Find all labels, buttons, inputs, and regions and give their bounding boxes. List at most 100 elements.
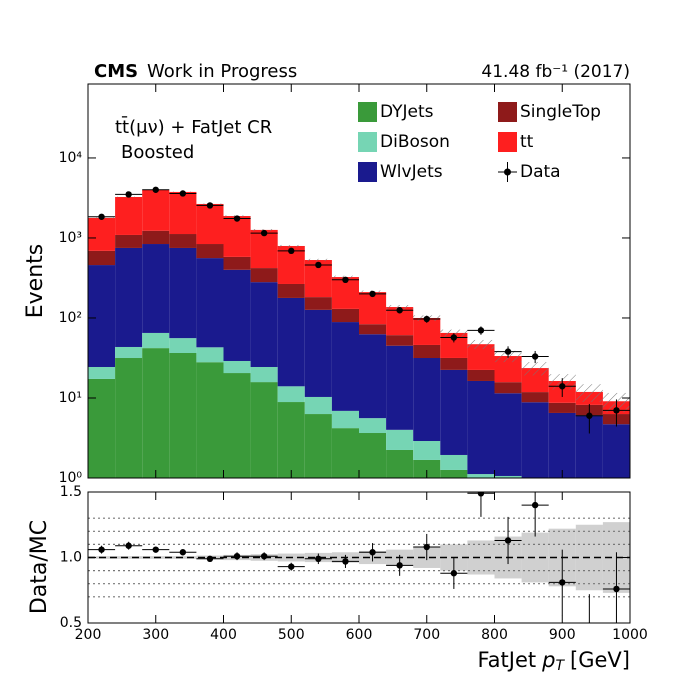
- stack-bar: [142, 348, 170, 478]
- stack-bar: [196, 362, 224, 478]
- x-label-part: [GeV]: [570, 648, 630, 672]
- stack-bar: [331, 322, 359, 411]
- data-marker: [613, 407, 620, 414]
- stack-bar: [250, 268, 278, 283]
- stack-bar: [359, 334, 387, 419]
- stack-bar: [467, 474, 495, 478]
- stack-bar: [440, 357, 468, 370]
- ratio-marker: [342, 558, 349, 565]
- ratio-marker: [531, 501, 539, 509]
- ratio-point: [169, 549, 197, 556]
- ratio-point: [548, 549, 576, 616]
- ratio-point: [494, 516, 522, 565]
- data-point: [142, 186, 170, 193]
- x-tick-label: 700: [413, 627, 440, 643]
- status: Work in Progress: [147, 61, 297, 82]
- stack-bar: [88, 366, 116, 379]
- annotation: Boosted: [121, 142, 194, 163]
- ratio-point: [304, 553, 332, 565]
- mc-uncertainty-hatch: [575, 384, 603, 402]
- data-point: [223, 215, 251, 222]
- data-marker: [206, 202, 214, 209]
- stack-bar: [467, 369, 495, 381]
- stack-bar: [386, 449, 414, 478]
- stack-bar: [440, 454, 468, 470]
- stack-bar: [331, 428, 359, 478]
- data-point: [359, 290, 387, 298]
- stack-bar: [494, 475, 522, 478]
- ratio-point: [602, 552, 630, 623]
- stack-bar: [142, 244, 170, 333]
- ratio-marker: [423, 543, 430, 551]
- ratio-point: [521, 492, 549, 537]
- stack-bar: [413, 344, 441, 359]
- ratio-plot: [88, 492, 630, 623]
- stack-bar: [277, 386, 305, 403]
- stack-bar: [115, 197, 143, 235]
- data-marker: [233, 215, 241, 222]
- stack-bar: [386, 345, 414, 430]
- data-marker: [315, 261, 322, 269]
- x-tick-label: 1000: [612, 627, 648, 643]
- stack-bar: [115, 346, 143, 359]
- stack-bar: [494, 382, 522, 394]
- data-marker: [477, 327, 485, 334]
- ratio-marker: [504, 537, 512, 544]
- stack-bar: [169, 191, 197, 235]
- y-tick-label: 10²: [59, 310, 82, 326]
- stack-bar: [548, 402, 576, 413]
- data-marker: [531, 353, 539, 360]
- stack-bar: [304, 396, 332, 415]
- legend-label: Data: [520, 162, 561, 182]
- stack-bar: [115, 247, 143, 347]
- stack-bar: [331, 410, 359, 429]
- stack-bar: [413, 459, 441, 478]
- ratio-y-tick-label: 0.5: [60, 615, 82, 631]
- legend-swatch: [498, 132, 517, 152]
- stack-bar: [169, 234, 197, 248]
- legend-label: WlvJets: [380, 162, 443, 182]
- ratio-point: [88, 545, 116, 554]
- data-marker: [450, 334, 458, 341]
- data-point: [277, 247, 305, 255]
- ratio-point: [142, 546, 170, 553]
- x-tick-label: 900: [549, 627, 576, 643]
- stack-bar: [331, 308, 359, 323]
- ratio-point: [223, 552, 251, 561]
- data-point: [413, 315, 441, 323]
- ratio-marker: [369, 549, 376, 556]
- stack-bar: [196, 258, 224, 348]
- legend-swatch: [358, 132, 377, 152]
- stack-bar: [494, 393, 522, 476]
- data-point: [494, 346, 522, 358]
- data-marker: [396, 307, 403, 314]
- stack-bar: [169, 247, 197, 339]
- y-tick-label: 10³: [59, 230, 82, 246]
- stack-bar: [223, 360, 251, 374]
- data-marker: [179, 190, 187, 197]
- stack-bar: [196, 203, 224, 245]
- stack-bar: [250, 366, 278, 383]
- stack-bar: [495, 482, 522, 483]
- ratio-marker: [260, 552, 268, 560]
- stack-bar: [304, 297, 332, 310]
- legend-label: DYJets: [380, 102, 434, 122]
- mc-uncertainty-hatch: [304, 258, 332, 262]
- data-point: [304, 261, 332, 269]
- stack-bar: [277, 297, 305, 387]
- ratio-y-tick-label: 1.5: [60, 484, 82, 500]
- ratio-point: [277, 562, 305, 571]
- data-point: [575, 404, 603, 434]
- stack-bar: [142, 230, 170, 245]
- stack-bar: [521, 392, 549, 403]
- stack-bar: [88, 265, 116, 367]
- ratio-uncertainty-band: [115, 556, 143, 559]
- stack-bar: [521, 402, 549, 478]
- ratio-marker: [98, 546, 105, 553]
- x-label-part: p: [541, 648, 555, 672]
- data-point: [169, 190, 197, 197]
- stack-bar: [88, 217, 116, 251]
- data-point: [196, 202, 224, 209]
- ratio-point: [359, 543, 387, 562]
